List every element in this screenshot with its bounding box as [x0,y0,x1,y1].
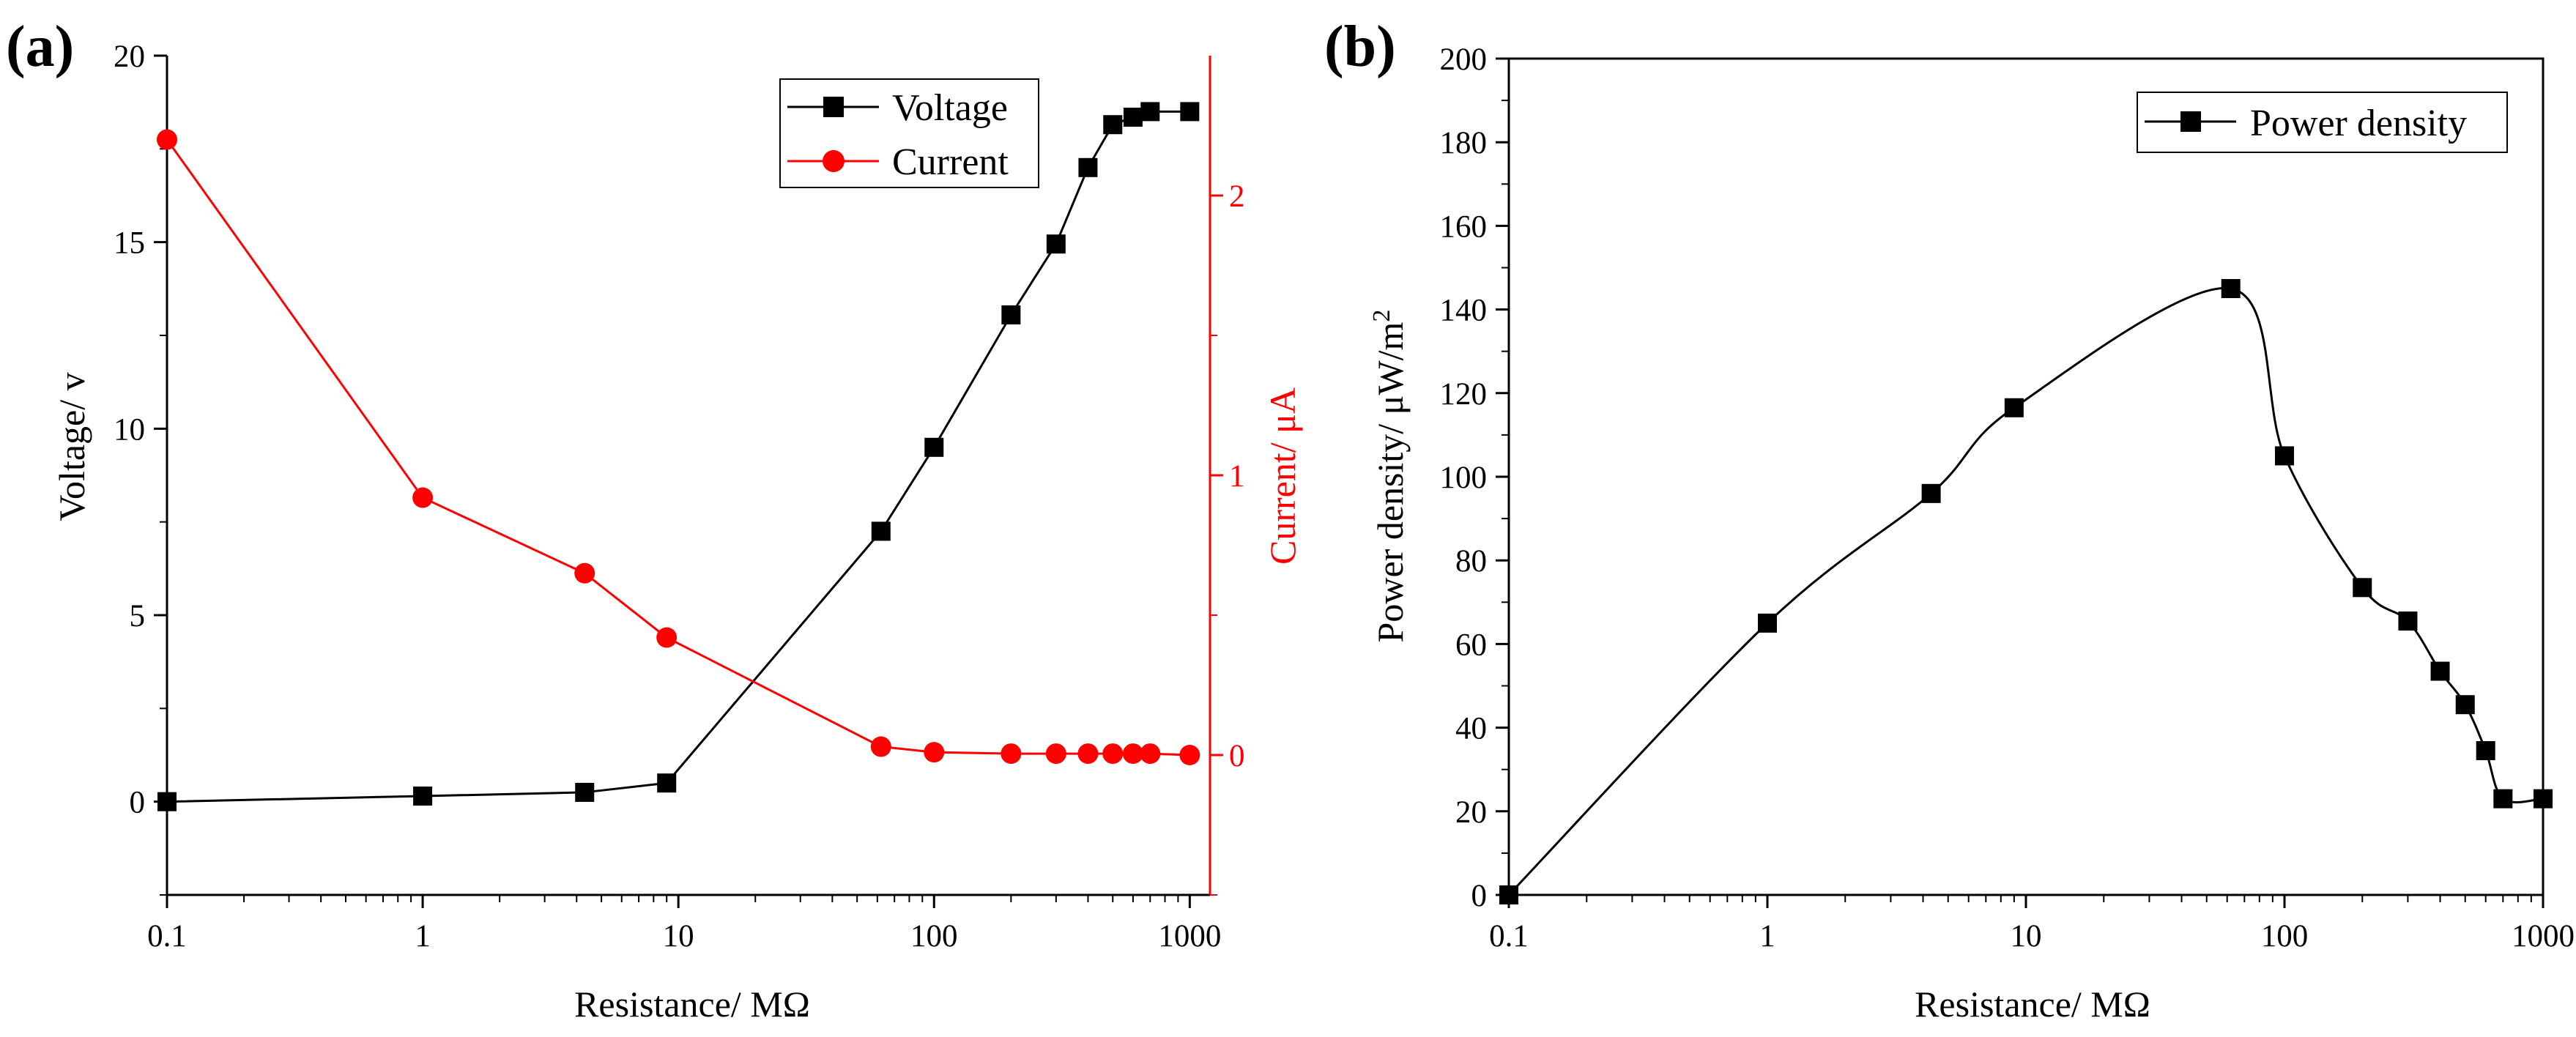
series-voltage-point [157,792,177,811]
series-power-density-point [2221,279,2241,299]
panel-a-y2-tick-label: 2 [1229,179,1245,214]
panel-a: (a) Voltage Current Resistance/ MΩ Volta… [6,15,1303,1025]
legend-b: Power density [2137,92,2508,153]
series-current-point [157,129,177,150]
series-power-density-point [2353,578,2372,598]
panel-a-y2label: Current/ μA [1262,387,1303,565]
panel-b-y-tick-label: 100 [1440,461,1488,495]
panel-b-xlabel: Resistance/ MΩ [1915,984,2150,1025]
series-voltage-point [871,521,891,541]
panel-a-y-tick-label: 5 [130,599,146,633]
panel-b-y-tick-label: 40 [1455,712,1487,746]
legend-power-label: Power density [2250,103,2467,144]
panel-b-label: (b) [1324,15,1396,79]
legend-current-label: Current [892,141,1009,183]
series-voltage-point [1103,115,1123,135]
panel-b-y-tick-label: 120 [1440,377,1488,412]
series-current-point [1122,743,1143,765]
panel-b-y-tick-label: 0 [1471,879,1488,913]
series-power-density-point [2398,611,2418,631]
series-power-density-point [1921,483,1941,503]
legend-power-marker [2180,111,2201,132]
series-voltage-point [1140,102,1160,122]
series-voltage-point [1046,234,1066,254]
panel-b-y-tick-label: 180 [1440,126,1488,160]
series-voltage-point [1180,102,1200,122]
series-power-density-point [1758,613,1777,633]
panel-a-x-tick-label: 1000 [1158,919,1221,954]
series-current-point [574,562,595,584]
series-voltage-point [575,782,595,802]
series-voltage-point [1078,157,1098,177]
legend-a-box [779,78,1039,188]
panel-a-y-tick-label: 15 [114,226,145,261]
panel-b-x-tick-label: 0.1 [1489,919,1529,954]
legend-voltage-marker [823,97,844,117]
panel-a-ylabel: Voltage/ v [51,372,92,521]
panel-a-x-tick-label: 1 [415,919,431,954]
series-current-point [1179,745,1200,765]
series-voltage-point [924,437,944,457]
series-power-density-point [2275,446,2294,466]
series-current-point [1140,743,1161,765]
panel-b-y-tick-label: 200 [1440,42,1488,77]
legend-voltage-label: Voltage [892,87,1008,129]
panel-b-x-tick-label: 10 [2011,919,2042,954]
panel-a-x-tick-label: 100 [910,919,958,954]
panel-b-ylabel: Power density/ μW/m2 [1368,310,1411,643]
series-power-density-point [2534,789,2553,809]
series-current-point [1102,743,1124,765]
panel-a-xlabel: Resistance/ MΩ [574,984,810,1025]
series-current-point [412,487,434,508]
panel-a-x-tick-label: 0.1 [147,919,187,954]
series-current-point [656,627,678,648]
series-current-point [870,736,891,757]
panel-a-plot: 0.1 1 10 100 1000 0 5 10 15 20 0 1 2 [114,40,1245,954]
series-current-line [166,138,1190,757]
panel-a-y-tick-label: 20 [114,40,145,74]
legend-a: Voltage Current [779,78,1039,188]
panel-b-y-tick-label: 60 [1455,628,1487,662]
panel-b-x-tick-label: 1000 [2512,919,2575,954]
series-current-point [924,742,945,763]
panel-b-y-tick-label: 20 [1455,795,1487,830]
series-voltage-line [166,110,1190,803]
panel-b-y-tick-label: 160 [1440,209,1488,244]
series-power-density-point [2493,789,2513,809]
panel-a-label: (a) [6,15,74,79]
series-power-density-point [1499,885,1518,904]
panel-a-x-tick-label: 10 [663,919,694,954]
series-power-density-line [1507,286,2544,896]
panel-b-x-tick-label: 100 [2261,919,2309,954]
series-voltage-point [413,787,433,806]
panel-b-frame [1507,57,2545,896]
panel-b-plot: 0.1 1 10 100 1000 0 20 40 60 80 100 120 140 160 180 200 [1440,42,2575,954]
series-voltage-point [1123,108,1143,127]
panel-b-y-tick-label: 140 [1440,294,1488,328]
panel-a-y-tick-label: 10 [114,412,145,447]
panel-b-x-tick-label: 1 [1759,919,1775,954]
series-power-density-point [2455,695,2475,715]
series-current-point [1001,743,1022,765]
series-power-density-point [2430,661,2450,681]
panel-a-y2-tick-label: 0 [1229,739,1245,773]
series-power-density-point [2004,398,2024,417]
legend-current-marker [823,150,845,172]
panel-b-y-tick-label: 80 [1455,544,1487,579]
series-voltage-point [1001,305,1021,324]
panel-a-y-tick-label: 0 [130,786,146,820]
series-current-point [1077,743,1099,765]
series-current-point [1045,743,1066,765]
series-power-density-point [2476,741,2495,761]
panel-b: (b) Power density Resistance/ MΩ Power d… [1324,15,2508,1025]
panel-a-y2-tick-label: 1 [1229,459,1245,494]
series-voltage-point [657,773,677,793]
